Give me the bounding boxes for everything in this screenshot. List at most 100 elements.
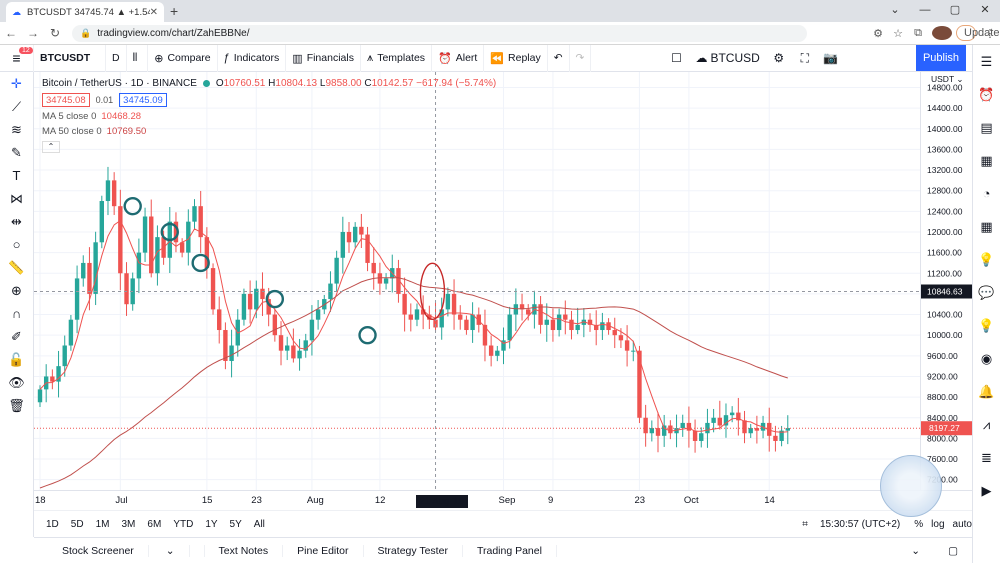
indicators-button[interactable]: ƒ Indicators [218, 44, 287, 72]
calendar-icon[interactable]: ▦ [980, 219, 993, 234]
browser-menu-icon[interactable]: ⋮ [984, 27, 996, 40]
range-5y[interactable]: 5Y [229, 518, 242, 530]
range-6m[interactable]: 6M [147, 518, 162, 530]
watchlist-icon[interactable]: ☰ [980, 54, 993, 69]
stay-drawing-icon[interactable]: ✐ [11, 329, 22, 344]
settings-gear-icon[interactable]: ⚙ [773, 51, 785, 65]
ma50-legend[interactable]: MA 50 close 0 10769.50 [42, 126, 496, 137]
candle-body [204, 237, 210, 269]
tab-pine-editor[interactable]: Pine Editor [283, 544, 364, 557]
zoom-icon[interactable]: ⊕ [11, 283, 22, 298]
tab-strategy-tester[interactable]: Strategy Tester [364, 544, 463, 557]
buy-price-box[interactable]: 34745.09 [119, 93, 167, 107]
browser-tab[interactable]: ☁ BTCUSDT 34745.74 ▲ +1.54% BT ✕ [6, 2, 164, 22]
clock[interactable]: 15:30:57 (UTC+2) [819, 518, 901, 530]
range-1m[interactable]: 1M [95, 518, 110, 530]
alerts-icon[interactable]: ⏰ [978, 87, 995, 102]
chart-style-button[interactable]: ⫴ [127, 44, 149, 72]
collapse-legend-button[interactable]: ⌃ [42, 141, 60, 153]
streams-icon[interactable]: ◉ [980, 351, 993, 366]
ideas-icon[interactable]: 💡 [978, 252, 995, 267]
date-range-icon[interactable]: ⌗ [802, 518, 808, 530]
order-panel-icon[interactable]: ⩘ [982, 417, 991, 432]
news-icon[interactable]: ▦ [980, 153, 993, 168]
url-field[interactable]: 🔒 tradingview.com/chart/ZahEBBNe/ [72, 24, 807, 42]
forward-icon[interactable]: → [27, 26, 39, 40]
sell-price-box[interactable]: 34745.08 [42, 93, 90, 107]
redo-button[interactable]: ↷ [570, 44, 592, 72]
profile-down-icon[interactable]: ⌄ [890, 4, 900, 16]
minimize-icon[interactable]: — [919, 4, 931, 16]
camera-icon[interactable]: 📷 [823, 51, 839, 65]
crosshair-icon[interactable]: ✛ [11, 76, 22, 91]
layout-icon[interactable]: ☐ [671, 51, 682, 65]
close-window-icon[interactable]: ✕ [980, 4, 990, 16]
replay-button[interactable]: ⏪ Replay [484, 44, 548, 72]
range-1y[interactable]: 1Y [205, 518, 218, 530]
trendline-icon[interactable]: ⟋ [11, 99, 22, 114]
trash-icon[interactable]: 🗑 [8, 398, 25, 413]
templates-button[interactable]: ⩚ Templates [361, 44, 433, 72]
scale-auto[interactable]: auto [952, 518, 972, 530]
tab-text-notes[interactable]: Text Notes [205, 544, 284, 557]
chat-icon[interactable]: 💬 [978, 285, 995, 300]
undo-button[interactable]: ↶ [548, 44, 570, 72]
help-icon[interactable]: ▶ [981, 483, 992, 498]
close-tab-icon[interactable]: ✕ [149, 6, 158, 18]
candle-body [563, 314, 568, 320]
range-3m[interactable]: 3M [121, 518, 136, 530]
pair-button[interactable]: ☁ BTCUSD [690, 51, 766, 65]
symbol-search-button[interactable]: BTCUSDT [34, 44, 106, 72]
fullscreen-icon[interactable]: ⛶ [800, 50, 810, 65]
new-tab-icon[interactable]: + [170, 3, 179, 19]
financials-icon: ▥ [292, 52, 303, 65]
site-settings-icon[interactable]: ⚙ [873, 27, 883, 40]
update-button[interactable]: Update [956, 25, 999, 41]
publish-button[interactable]: Publish [916, 45, 966, 71]
price-axis[interactable]: 7200.00 7600.00 8000.00 8400.00 8800.00 9200.… [920, 72, 972, 490]
circle-shape-icon[interactable]: ○ [12, 237, 21, 252]
magnet-icon[interactable]: ∩ [11, 306, 22, 321]
back-icon[interactable]: ← [5, 26, 17, 40]
range-5d[interactable]: 5D [70, 518, 84, 530]
alarm-clock-icon: ⏰ [438, 52, 452, 65]
ma5-legend[interactable]: MA 5 close 0 10468.28 [42, 111, 496, 122]
tab-stock-screener[interactable]: Stock Screener ⌄ [34, 544, 205, 557]
tab-trading-panel[interactable]: Trading Panel [463, 544, 557, 557]
scale-options: % log auto [906, 519, 972, 530]
reload-icon[interactable]: ↻ [49, 26, 61, 40]
interval-button[interactable]: D [106, 44, 127, 72]
scale-percent[interactable]: % [914, 518, 924, 530]
pattern-icon[interactable]: ⋈ [10, 191, 23, 206]
notifications-icon[interactable]: 🔔 [978, 384, 995, 399]
candlestick-chart[interactable] [34, 72, 920, 490]
alert-button[interactable]: ⏰ Alert [432, 44, 485, 72]
data-window-icon[interactable]: ▤ [980, 120, 993, 135]
menu-button[interactable]: ≡ 12 [0, 44, 34, 72]
range-ytd[interactable]: YTD [173, 518, 194, 530]
lock-drawings-icon[interactable]: 🔓 [8, 352, 25, 367]
fib-icon[interactable]: ≋ [11, 122, 22, 137]
ruler-icon[interactable]: 📏 [8, 260, 25, 275]
maximize-panel-icon[interactable]: ▢ [948, 544, 958, 557]
chart-pane[interactable] [34, 72, 920, 490]
prediction-icon[interactable]: ⇹ [11, 214, 22, 229]
scale-log[interactable]: log [931, 518, 945, 530]
dom-icon[interactable]: ≣ [981, 450, 992, 465]
collapse-panel-icon[interactable]: ⌄ [911, 544, 921, 557]
maximize-icon[interactable]: ▢ [949, 4, 961, 16]
range-all[interactable]: All [253, 518, 265, 530]
financials-button[interactable]: ▥ Financials [286, 44, 361, 72]
ideas-stream-icon[interactable]: 💡 [978, 318, 995, 333]
avatar[interactable] [932, 26, 952, 40]
extensions-icon[interactable]: ⧉ [914, 26, 922, 39]
time-axis[interactable]: 18 Jul 15 23 Aug 12 Sep 9 23 Oct 14 21 Aug '19 [34, 490, 972, 510]
hotlists-icon[interactable]: ◔ [982, 186, 991, 201]
brush-icon[interactable]: ✎ [11, 145, 22, 160]
candle-body [278, 335, 284, 351]
text-icon[interactable]: T [12, 168, 21, 183]
eye-icon[interactable]: 👁 [8, 375, 25, 390]
compare-button[interactable]: ⊕ Compare [148, 44, 218, 72]
range-1d[interactable]: 1D [46, 518, 59, 530]
bookmark-star-icon[interactable]: ☆ [893, 27, 903, 40]
